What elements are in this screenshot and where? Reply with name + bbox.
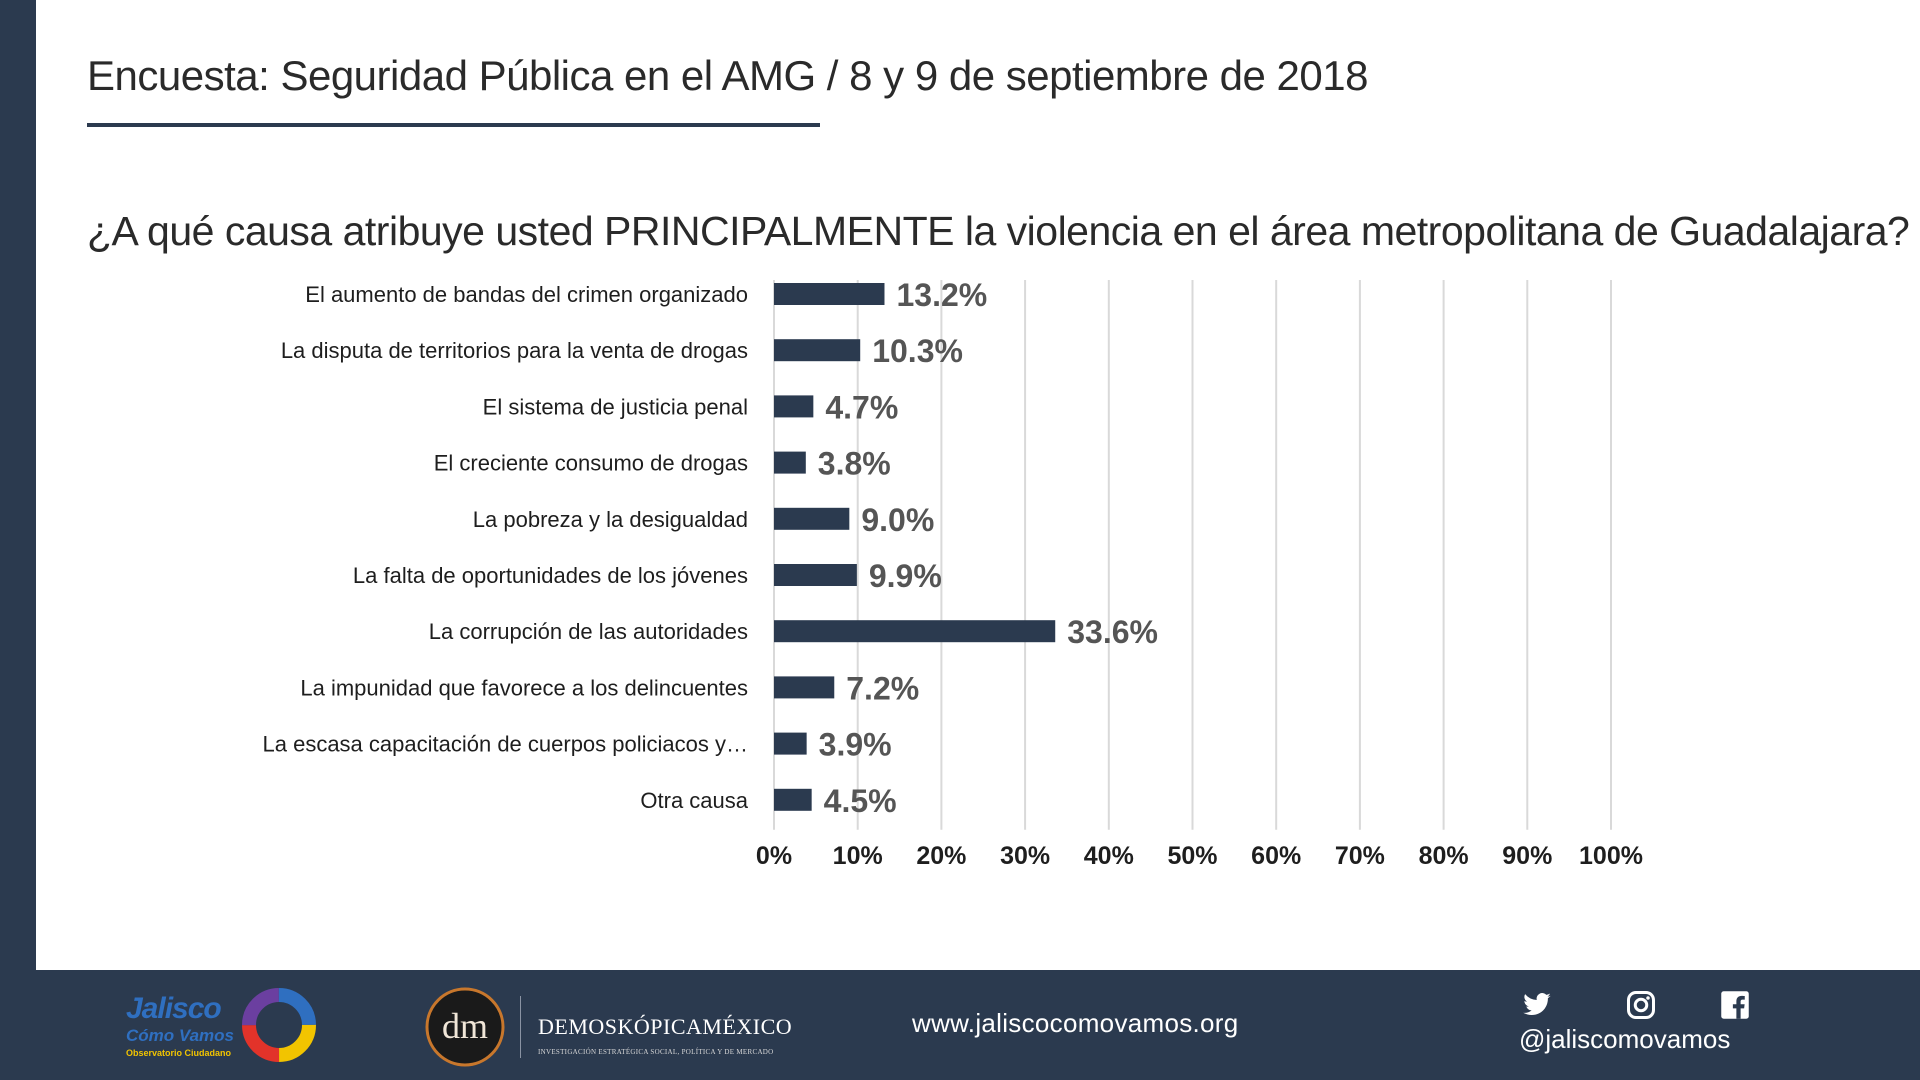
x-tick-label: 70% — [1335, 842, 1385, 870]
x-axis-ticks: 0% 10% 20% 30% 40% 50% 60% 70% 80% 90% 100% — [756, 842, 1643, 870]
bar — [774, 676, 835, 699]
bars — [774, 283, 1056, 811]
value-label: 10.3% — [872, 333, 963, 369]
social-handle[interactable]: @jaliscomovamos — [1519, 1024, 1731, 1054]
category-labels: El aumento de bandas del crimen organiza… — [263, 282, 749, 813]
twitter-icon[interactable] — [1520, 990, 1554, 1020]
title-underline — [87, 123, 820, 127]
website-link[interactable]: www.jaliscocomovamos.org — [912, 1008, 1239, 1038]
grid-lines — [773, 280, 1612, 830]
bar — [774, 788, 812, 811]
jalisco-como-vamos-logo: Jalisco Cómo Vamos Observatorio Ciudadan… — [120, 984, 320, 1070]
category-label: El aumento de bandas del crimen organiza… — [305, 282, 748, 307]
category-label: La corrupción de las autoridades — [429, 619, 748, 644]
x-tick-label: 80% — [1419, 842, 1469, 870]
category-label: La disputa de territorios para la venta … — [281, 338, 748, 363]
page-title: Encuesta: Seguridad Pública en el AMG / … — [87, 52, 1369, 99]
value-label: 9.9% — [869, 558, 942, 594]
x-tick-label: 60% — [1251, 842, 1301, 870]
dm-monogram-icon: dm — [425, 987, 505, 1067]
x-tick-label: 10% — [833, 842, 883, 870]
category-label: La pobreza y la desigualdad — [473, 507, 748, 532]
category-label: El sistema de justicia penal — [483, 394, 748, 419]
category-label: Otra causa — [640, 788, 748, 813]
category-label: La falta de oportunidades de los jóvenes — [353, 563, 748, 588]
category-label: El creciente consumo de drogas — [434, 451, 748, 476]
bar — [774, 732, 807, 755]
left-accent-bar — [0, 0, 36, 970]
demoskopica-name: DEMOSKÓPICAMÉXICO — [538, 1014, 793, 1039]
value-label: 7.2% — [846, 670, 919, 706]
category-label: La escasa capacitación de cuerpos polici… — [263, 732, 749, 757]
x-tick-label: 90% — [1502, 842, 1552, 870]
x-tick-label: 0% — [756, 842, 792, 870]
value-label: 4.5% — [824, 783, 897, 819]
bar — [774, 564, 857, 586]
value-labels: 13.2% 10.3% 4.7% 3.8% 9.0% 9.9% 33.6% 7.2% 3.9% 4… — [818, 280, 1158, 819]
logo-divider — [520, 996, 521, 1058]
x-tick-label: 40% — [1084, 842, 1134, 870]
survey-question: ¿A qué causa atribuye usted PRINCIPALMEN… — [87, 208, 1910, 254]
category-label: La impunidad que favorece a los delincue… — [300, 675, 748, 700]
value-label: 3.8% — [818, 446, 891, 482]
x-tick-label: 30% — [1000, 842, 1050, 870]
bar-chart: El aumento de bandas del crimen organiza… — [263, 280, 1643, 870]
social-icons — [1520, 990, 1760, 1026]
bar — [774, 451, 806, 474]
ring-logo-icon — [242, 988, 316, 1062]
footer: Jalisco Cómo Vamos Observatorio Ciudadan… — [0, 970, 1920, 1080]
instagram-icon[interactable] — [1626, 990, 1656, 1020]
bar — [774, 339, 861, 362]
logo-tagline: Observatorio Ciudadano — [126, 1048, 232, 1058]
value-label: 4.7% — [825, 389, 898, 425]
bar — [774, 283, 885, 305]
logo-title: Jalisco — [126, 992, 222, 1025]
value-label: 9.0% — [861, 502, 934, 538]
demoskopica-mexico-logo: dm DEMOSKÓPICAMÉXICO INVESTIGACIÓN ESTRA… — [420, 984, 792, 1070]
value-label: 13.2% — [896, 280, 987, 313]
x-tick-label: 50% — [1167, 842, 1217, 870]
bar — [774, 620, 1056, 643]
bar — [774, 395, 814, 418]
value-label: 33.6% — [1067, 614, 1158, 650]
value-label: 3.9% — [819, 727, 892, 763]
demoskopica-tagline: INVESTIGACIÓN ESTRATÉGICA SOCIAL, POLÍTI… — [538, 1048, 774, 1056]
dm-monogram: dm — [442, 1006, 488, 1046]
x-tick-label: 100% — [1579, 842, 1643, 870]
facebook-icon[interactable] — [1720, 990, 1750, 1020]
logo-subtitle: Cómo Vamos — [126, 1026, 235, 1045]
bar — [774, 507, 850, 530]
x-tick-label: 20% — [916, 842, 966, 870]
